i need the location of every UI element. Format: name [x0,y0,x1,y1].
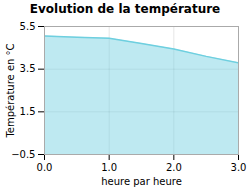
svg-text:3.0: 3.0 [231,162,247,173]
svg-text:2.0: 2.0 [166,162,182,173]
svg-text:0.0: 0.0 [37,162,53,173]
svg-text:5.5: 5.5 [20,21,36,32]
html-text:Evolution de la température: Evolution de la température [29,2,221,16]
svg-text:1.5: 1.5 [20,106,36,117]
svg-text:Température en °C: Température en °C [5,43,16,138]
svg-text:3.5: 3.5 [20,63,36,74]
svg-text:1.0: 1.0 [101,162,117,173]
svg-text:heure par heure: heure par heure [101,176,182,187]
svg-text:−0.5: −0.5 [11,149,35,160]
